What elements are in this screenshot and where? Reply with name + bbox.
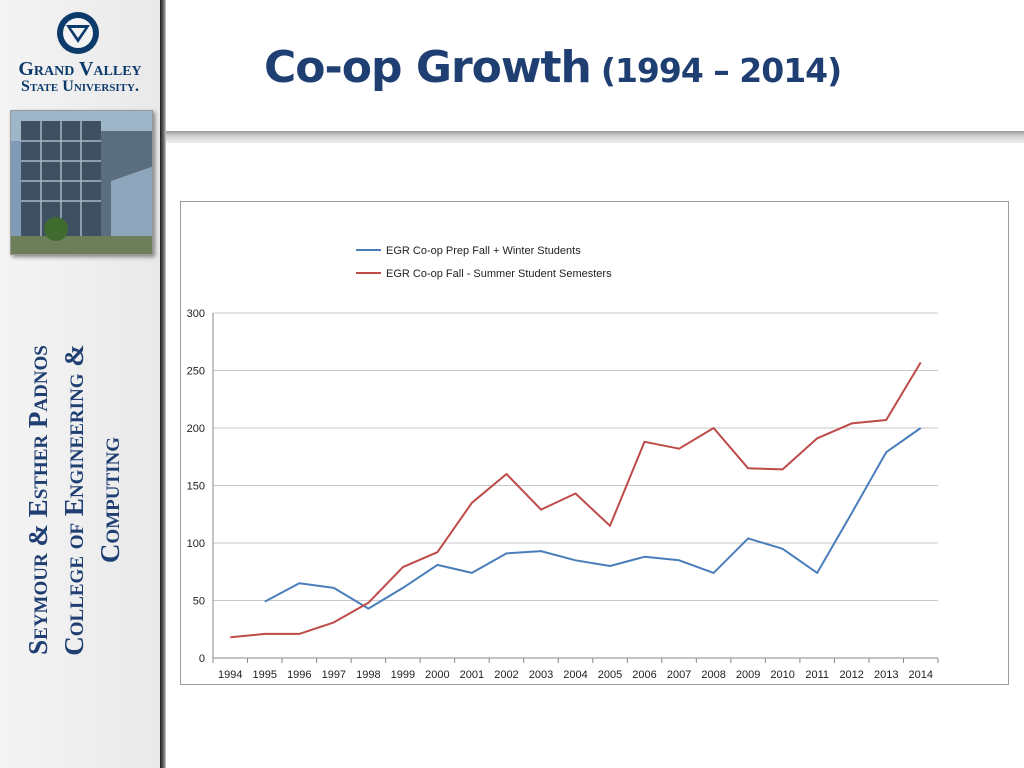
x-tick-label: 1998 bbox=[356, 669, 380, 681]
page-title: Co-op Growth (1994 – 2014) bbox=[264, 42, 842, 106]
logo-text-line1: Grand Valley bbox=[18, 58, 142, 80]
x-tick-label: 2014 bbox=[908, 669, 932, 681]
university-logo: Grand Valley State University. bbox=[0, 6, 160, 98]
x-tick-label: 2005 bbox=[598, 669, 622, 681]
x-tick-label: 1997 bbox=[322, 669, 346, 681]
x-tick-label: 2006 bbox=[632, 669, 656, 681]
y-tick-label: 100 bbox=[187, 538, 205, 550]
legend-label-1: EGR Co-op Prep Fall + Winter Students bbox=[386, 245, 581, 257]
gvsu-logo-icon bbox=[57, 12, 99, 54]
y-tick-label: 200 bbox=[187, 423, 205, 435]
chart-frame: 0 50 100 150 200 250 300 1994 1995 1996 1997 1998 19… bbox=[180, 201, 1009, 685]
x-tick-label: 1994 bbox=[218, 669, 242, 681]
college-name-line1: Seymour & Esther Padnos bbox=[23, 345, 53, 655]
y-tick-label: 150 bbox=[187, 481, 205, 493]
y-tick-label: 50 bbox=[193, 596, 205, 608]
x-tick-label: 2003 bbox=[529, 669, 553, 681]
x-tick-label: 2011 bbox=[805, 669, 829, 681]
y-tick-label: 250 bbox=[187, 366, 205, 378]
line-chart: 0 50 100 150 200 250 300 1994 1995 1996 1997 1998 19… bbox=[187, 245, 939, 681]
x-tick-label: 2012 bbox=[839, 669, 863, 681]
header-divider bbox=[166, 131, 1024, 143]
college-name-line2: College of Engineering & bbox=[59, 344, 89, 656]
sidebar-divider bbox=[160, 0, 166, 768]
series-line-1 bbox=[264, 427, 922, 610]
x-tick-label: 2013 bbox=[874, 669, 898, 681]
building-illustration bbox=[11, 111, 152, 254]
page-title-years: (1994 – 2014) bbox=[600, 51, 842, 90]
x-tick-label: 2001 bbox=[460, 669, 484, 681]
x-tick-label: 2004 bbox=[563, 669, 587, 681]
x-tick-label: 1995 bbox=[253, 669, 277, 681]
logo-text-line2: State University. bbox=[21, 78, 139, 95]
header bbox=[166, 0, 1024, 134]
series-line-2 bbox=[230, 361, 922, 639]
college-name-vertical: Seymour & Esther Padnos College of Engin… bbox=[20, 280, 140, 720]
x-tick-label: 2002 bbox=[494, 669, 518, 681]
building-photo bbox=[10, 110, 153, 255]
sidebar: Grand Valley State University. Seymour &… bbox=[0, 0, 160, 768]
y-tick-label: 0 bbox=[199, 653, 205, 665]
y-tick-label: 300 bbox=[187, 308, 205, 320]
x-tick-label: 2008 bbox=[701, 669, 725, 681]
x-tick-label: 1999 bbox=[391, 669, 415, 681]
x-tick-label: 2000 bbox=[425, 669, 449, 681]
college-name-line3: Computing bbox=[95, 436, 125, 564]
x-tick-label: 2010 bbox=[770, 669, 794, 681]
page-title-main: Co-op Growth bbox=[264, 42, 592, 93]
x-tick-label: 1996 bbox=[287, 669, 311, 681]
x-tick-label: 2009 bbox=[736, 669, 760, 681]
legend-label-2: EGR Co-op Fall - Summer Student Semester… bbox=[386, 268, 612, 280]
x-tick-label: 2007 bbox=[667, 669, 691, 681]
